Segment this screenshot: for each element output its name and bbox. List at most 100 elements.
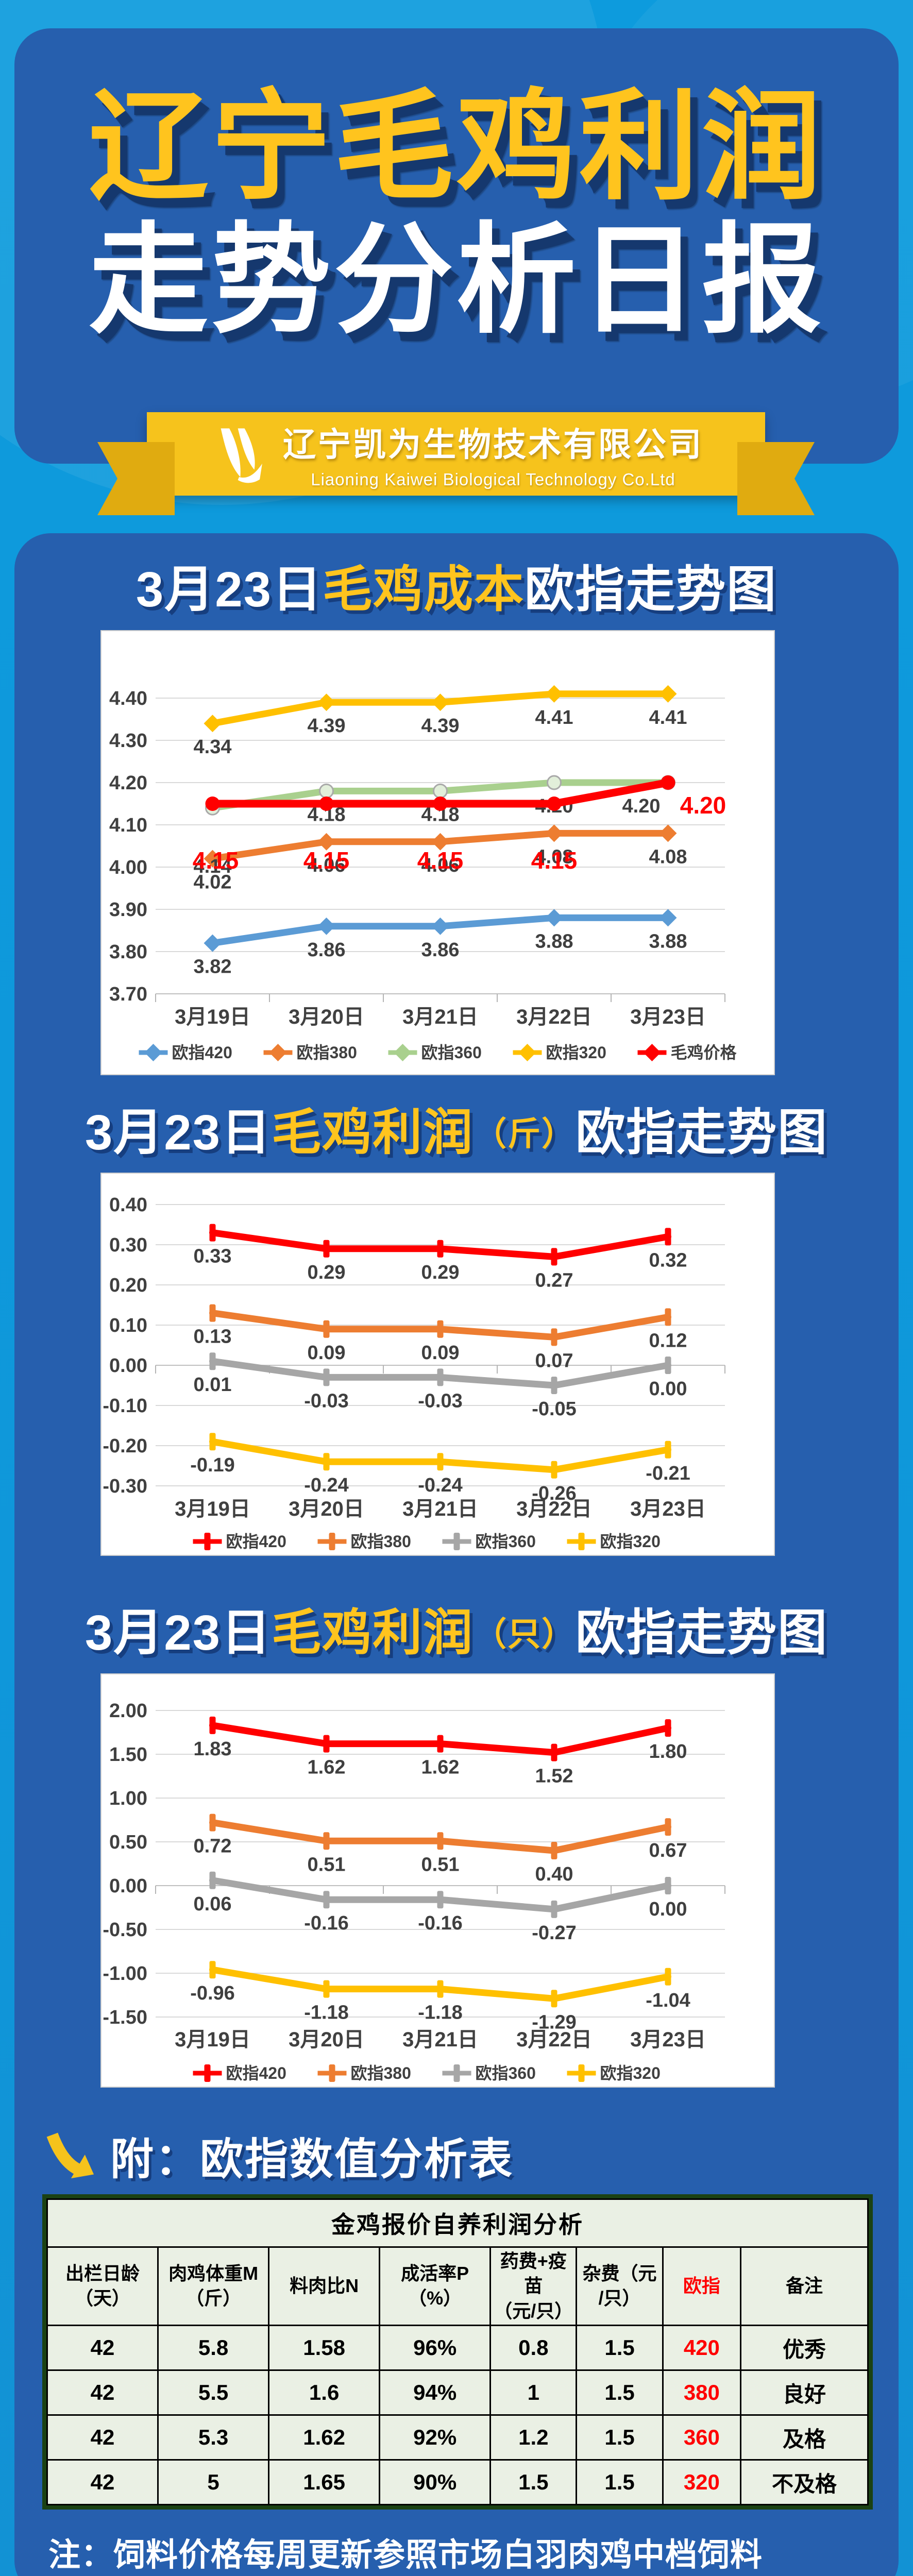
y-tick-label: 1.50: [109, 1744, 147, 1766]
y-tick-label: 0.40: [109, 1194, 147, 1216]
data-label: 0.12: [649, 1330, 687, 1351]
y-tick-label: 0.10: [109, 1315, 147, 1336]
cost-line-chart: 4.40 4.30 4.20 4.10 4.00 3.90 3.80 3.70 3.82 3.86…: [109, 685, 737, 1062]
company-name-en: Liaoning Kaiwei Biological Technology Co…: [311, 470, 675, 489]
table-cell: 42: [46, 2459, 159, 2506]
chart-card-profit-jin: 0.40 0.30 0.20 0.10 0.00 -0.10 -0.20 -0.30 0.33 0…: [100, 1173, 775, 1556]
legend-label: 欧指320: [546, 1043, 606, 1062]
data-label: 3.88: [535, 930, 573, 952]
table-cell: 良好: [740, 2369, 869, 2416]
company-banner: 辽宁凯为生物技术有限公司 Liaoning Kaiwei Biological …: [97, 412, 815, 515]
x-tick-label: 3月19日: [175, 1498, 250, 1520]
column-header: 成活率P （%）: [379, 2246, 492, 2327]
data-label: 4.15: [193, 847, 239, 874]
main-title-line1: 辽宁毛鸡利润: [88, 80, 824, 214]
table-cell: 1.5: [576, 2459, 664, 2506]
data-label: 1.52: [535, 1765, 573, 1787]
data-label: 4.20: [680, 792, 726, 819]
data-label: 4.06: [308, 854, 346, 876]
chart-title-highlight: 毛鸡利润: [272, 1605, 474, 1661]
chart-section-profit-jin: 3月23日毛鸡利润（斤）欧指走势图 0.40 0.30 0.20 0.10 0.00 -0…: [14, 1084, 899, 1556]
data-label: 3.86: [421, 939, 460, 960]
data-label: 3.88: [649, 930, 687, 952]
x-tick-label: 3月19日: [175, 1006, 250, 1028]
legend-label: 欧指380: [351, 2064, 411, 2082]
table-title-row: 金鸡报价自养利润分析: [46, 2198, 869, 2248]
table-cell: 92%: [379, 2414, 492, 2461]
profit-per-jin-line-chart: 0.400.300.200.100.00-0.10-0.20-0.300.330…: [103, 1194, 725, 1551]
y-tick-label: -0.10: [103, 1395, 147, 1417]
x-axis-labels: 3月19日 3月20日 3月21日 3月22日 3月23日: [175, 1498, 706, 1520]
x-tick-label: 3月21日: [402, 2028, 478, 2051]
y-tick-label: 4.10: [109, 815, 147, 836]
chart-title-unit: （只）: [474, 1616, 576, 1653]
data-label: -0.05: [532, 1398, 577, 1420]
y-tick-label: 4.40: [109, 688, 147, 709]
analysis-section-header: 附：欧指数值分析表: [45, 2125, 899, 2187]
data-label: -0.03: [304, 1390, 349, 1412]
table-cell: 320: [662, 2459, 742, 2506]
column-header: 肉鸡体重M （斤）: [157, 2246, 270, 2327]
company-logo-icon: [221, 428, 262, 483]
data-label: -0.24: [418, 1475, 463, 1496]
column-header: 欧指: [662, 2246, 742, 2327]
table-cell: 5.5: [157, 2369, 270, 2416]
arrow-icon: [46, 2132, 94, 2179]
series-欧指320: -0.19 -0.24 -0.24 -0.26 -0.21: [190, 1433, 690, 1504]
y-tick-label: 4.00: [109, 857, 147, 878]
table-cell: 5: [157, 2459, 270, 2506]
data-label: 4.14: [194, 856, 232, 877]
table-cell: 1.5: [576, 2414, 664, 2461]
data-label: 0.27: [535, 1269, 573, 1291]
chart-title-highlight: 毛鸡成本: [323, 562, 525, 617]
analysis-table-card: 金鸡报价自养利润分析 出栏日龄 （天） 肉鸡体重M （斤） 料肉比N 成活率P （%）药…: [42, 2194, 873, 2510]
data-label: 4.34: [194, 736, 232, 758]
table-cell: 不及格: [740, 2459, 869, 2506]
table-cell: 360: [662, 2414, 742, 2461]
data-label: 3.82: [194, 956, 232, 977]
y-tick-label: -0.30: [103, 1476, 147, 1497]
legend-label: 欧指360: [476, 1532, 536, 1551]
data-label: 4.39: [421, 715, 460, 737]
data-label: 0.29: [308, 1262, 346, 1283]
table-cell: 1.5: [576, 2369, 664, 2416]
x-axis-labels: 3月19日 3月20日 3月21日 3月22日 3月23日: [175, 2028, 706, 2051]
series-欧指420: 1.83 1.62 1.62 1.52 1.80: [194, 1716, 687, 1787]
legend-label: 欧指420: [172, 1043, 232, 1062]
y-tick-label: 3.70: [109, 984, 147, 1005]
table-row: 42 5.8 1.58 96% 0.8 1.5 420 优秀: [46, 2325, 869, 2371]
table-cell: 42: [46, 2414, 159, 2461]
company-names: 辽宁凯为生物技术有限公司 Liaoning Kaiwei Biological …: [283, 418, 703, 489]
data-label: -1.29: [532, 2011, 577, 2033]
series-欧指360: 4.144.184.184.204.20: [194, 775, 675, 877]
table-cell: 1.5: [576, 2325, 664, 2371]
table-cell: 及格: [740, 2414, 869, 2461]
table-row: 42 5 1.65 90% 1.5 1.5 320 不及格: [46, 2459, 869, 2506]
gridlines: 4.40 4.30 4.20 4.10 4.00 3.90 3.80 3.70: [109, 688, 725, 1005]
chart-title-date: 3月23日: [84, 1105, 272, 1160]
chart-title-unit: （斤）: [474, 1115, 576, 1153]
data-label: -0.27: [532, 1922, 577, 1943]
data-label: 4.08: [535, 846, 573, 868]
chart-title-rest: 欧指走势图: [525, 562, 777, 617]
y-tick-label: 3.80: [109, 941, 147, 963]
chart-title-highlight: 毛鸡利润: [272, 1105, 474, 1160]
data-label: 0.09: [421, 1342, 460, 1364]
x-tick-label: 3月23日: [630, 2028, 706, 2051]
analysis-section-title: 附：欧指数值分析表: [110, 2134, 514, 2183]
legend-label: 欧指420: [226, 1532, 286, 1551]
chart-title-profit-bird: 3月23日毛鸡利润（只）欧指走势图: [14, 1585, 899, 1673]
data-label: -1.18: [418, 2002, 463, 2023]
data-label: -1.04: [646, 1989, 690, 2011]
data-label: 0.32: [649, 1249, 687, 1271]
y-tick-label: 0.20: [109, 1275, 147, 1296]
table-cell: 1.65: [268, 2459, 381, 2506]
data-label: 0.33: [194, 1246, 232, 1267]
chart-title-rest: 欧指走势图: [576, 1605, 829, 1661]
y-tick-label: -0.50: [103, 1919, 147, 1941]
table-cell: 5.3: [157, 2414, 270, 2461]
column-header: 备注: [740, 2246, 869, 2327]
data-label: 4.20: [622, 795, 661, 817]
data-label: 1.62: [308, 1756, 346, 1778]
data-label: 4.15: [303, 847, 350, 874]
